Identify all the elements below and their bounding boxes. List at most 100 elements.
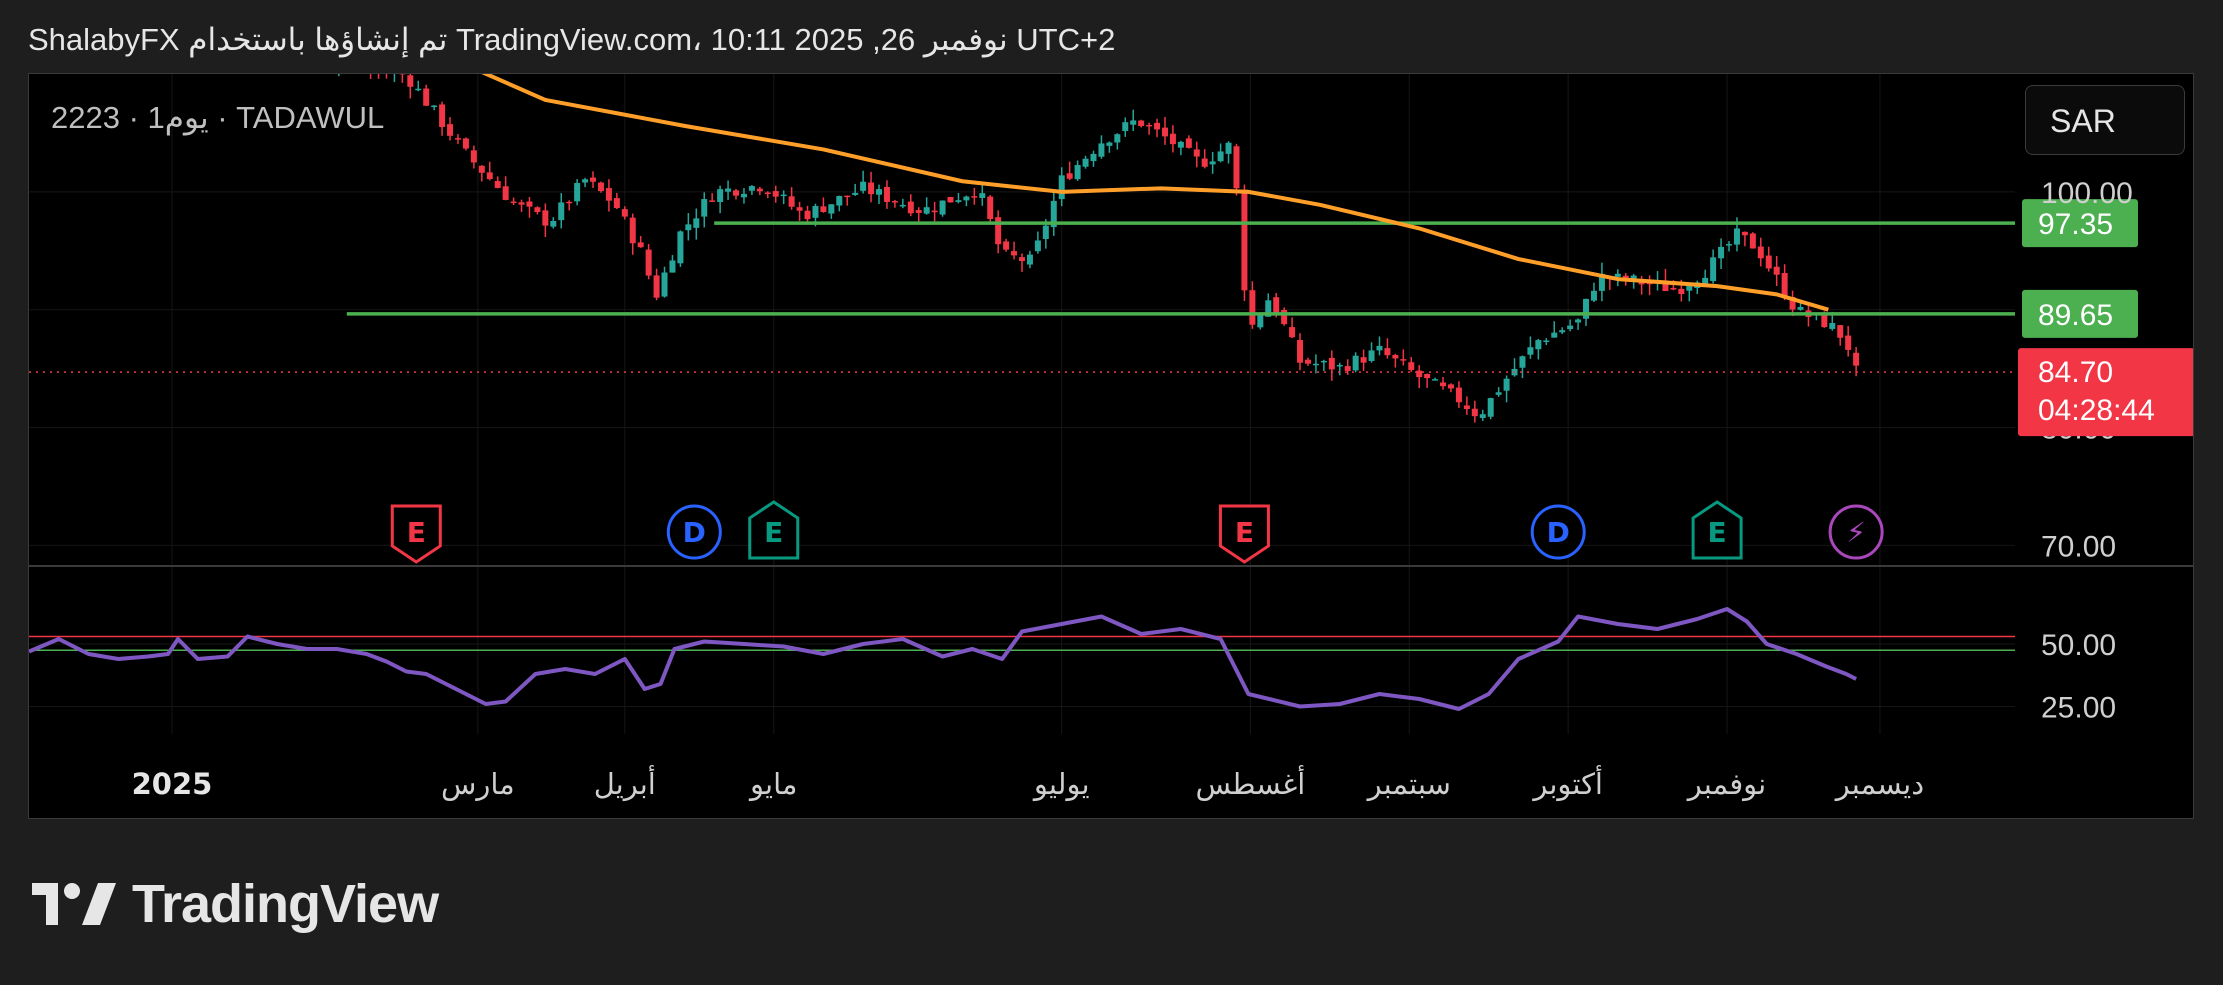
candle-body — [1503, 378, 1510, 391]
candle-body — [772, 191, 779, 197]
candle-body — [899, 204, 906, 207]
candle-body — [645, 249, 652, 276]
rsi-axis-tick-label: 50.00 — [2041, 629, 2116, 662]
candle-body — [1821, 312, 1828, 328]
candle-body — [1066, 173, 1073, 179]
currency-button[interactable]: SAR — [2025, 85, 2185, 155]
candle-body — [1169, 133, 1176, 145]
tradingview-logo[interactable]: TradingView — [32, 874, 439, 934]
price-level-label: 89.65 — [2038, 299, 2113, 332]
candle-body — [1344, 366, 1351, 371]
candle-body — [1463, 405, 1470, 410]
candle-body — [462, 138, 469, 149]
candle-body — [1090, 153, 1097, 162]
candle-body — [1098, 143, 1105, 157]
candle-body — [1320, 360, 1327, 363]
candle-body — [1837, 325, 1844, 338]
candle-body — [1733, 228, 1740, 245]
candle-body — [1773, 266, 1780, 275]
price-level-badge — [2022, 199, 2138, 248]
candle-body — [1241, 189, 1248, 291]
candle-body — [1209, 161, 1216, 165]
candle-body — [788, 196, 795, 207]
candle-body — [1590, 290, 1597, 301]
candle-body — [1257, 315, 1264, 328]
candle-body — [1336, 364, 1343, 367]
candle-body — [1630, 275, 1637, 280]
candle-body — [1392, 354, 1399, 359]
candle-body — [1177, 141, 1184, 148]
candle-body — [1710, 257, 1717, 282]
candle-body — [979, 193, 986, 198]
candle-body — [605, 188, 612, 201]
candle-body — [1551, 332, 1558, 338]
candle-body — [931, 210, 938, 213]
candle-body — [748, 186, 755, 191]
candle-body — [693, 218, 700, 228]
candle-body — [526, 201, 533, 207]
candle-body — [1352, 355, 1359, 371]
candles-group — [338, 74, 1860, 423]
candle-body — [1281, 309, 1288, 325]
event-marker-letter: E — [1235, 516, 1254, 549]
candle-body — [1535, 340, 1542, 350]
candle-body — [534, 207, 541, 212]
earnings-marker — [1218, 504, 1270, 564]
rsi-axis-tick-label: 25.00 — [2041, 692, 2116, 725]
time-axis-tick-label: ديسمبر — [1834, 767, 1924, 801]
event-marker-letter: E — [407, 516, 426, 549]
candle-body — [1471, 408, 1478, 417]
candle-body — [963, 196, 970, 201]
candle-body — [1058, 175, 1065, 200]
candle-body — [1757, 246, 1764, 259]
candle-body — [868, 182, 875, 195]
candle-body — [1853, 352, 1860, 366]
candle-body — [709, 200, 716, 202]
time-axis-tick-label: أكتوبر — [1531, 764, 1603, 801]
candle-body — [1416, 370, 1423, 378]
candle-body — [637, 242, 644, 248]
candle-body — [740, 193, 747, 198]
candle-body — [756, 188, 763, 192]
candle-body — [796, 207, 803, 211]
candle-body — [1233, 146, 1240, 189]
candle-body — [1845, 335, 1852, 350]
candle-body — [685, 224, 692, 231]
price-level-badge — [2022, 289, 2138, 338]
candle-body — [1003, 241, 1010, 250]
candle-body — [1789, 297, 1796, 310]
chart-canvas[interactable]: 97.3589.65100.0080.0070.0084.7004:28:44E… — [29, 74, 2194, 819]
time-axis-tick-label: يوليو — [1032, 767, 1090, 801]
candle-body — [1050, 200, 1057, 228]
candle-body — [1273, 297, 1280, 313]
earnings-marker — [390, 504, 442, 564]
candle-body — [1559, 330, 1566, 333]
candle-body — [1185, 138, 1192, 148]
price-axis-tick-label: 70.00 — [2041, 530, 2116, 563]
time-axis-tick-label: 2025 — [132, 767, 213, 801]
candle-body — [955, 200, 962, 202]
time-axis-tick-label: نوفمبر — [1686, 767, 1766, 801]
chart-frame[interactable]: 97.3589.65100.0080.0070.0084.7004:28:44E… — [28, 73, 2194, 819]
candle-body — [597, 182, 604, 192]
time-axis-tick-label: أبريل — [594, 764, 656, 801]
candle-body — [1432, 379, 1439, 381]
candle-body — [1106, 142, 1113, 146]
candle-body — [860, 181, 867, 191]
candle-body — [883, 187, 890, 202]
candle-body — [669, 260, 676, 273]
candle-body — [828, 204, 835, 214]
time-axis-tick-label: سبتمبر — [1366, 767, 1451, 801]
candle-body — [1201, 158, 1208, 167]
event-marker-letter: ⚡ — [1846, 516, 1866, 549]
candle-body — [701, 199, 708, 217]
candle-body — [939, 200, 946, 215]
candle-body — [407, 75, 414, 87]
candle-body — [907, 201, 914, 214]
earnings-marker — [748, 500, 800, 560]
candle-body — [486, 172, 493, 180]
earnings-marker — [1691, 500, 1743, 560]
candle-body — [1384, 348, 1391, 356]
candle-body — [1328, 357, 1335, 370]
candle-body — [1487, 398, 1494, 417]
